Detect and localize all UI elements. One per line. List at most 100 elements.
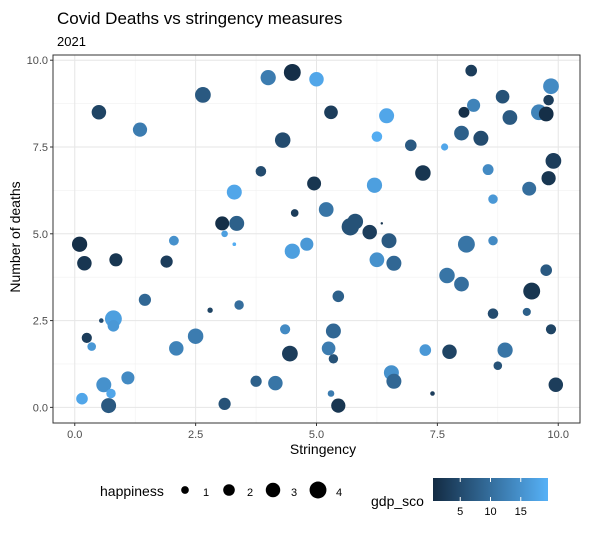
data-point [195,87,211,103]
data-point [522,181,537,196]
data-point [366,177,383,193]
data-point [282,345,298,362]
data-point [381,233,397,249]
data-point [232,242,237,247]
data-point [362,224,377,240]
data-point [328,354,339,364]
data-point [215,216,230,231]
size-legend-title: happiness [100,483,164,499]
data-point [502,110,518,125]
color-legend-title: gdp_sco [371,493,424,509]
data-point [467,98,481,112]
data-point [419,344,432,356]
size-legend-label: 1 [203,487,209,499]
data-point [405,139,417,152]
data-point [430,391,435,396]
data-point [138,293,152,306]
data-point [543,78,559,95]
data-point [107,320,120,332]
data-point [495,89,510,104]
data-point [96,377,112,393]
data-point [325,323,341,339]
data-point [234,300,244,310]
data-point [274,132,291,148]
y-tick-label: 10.0 [27,55,48,67]
y-tick-label: 0.0 [33,402,48,414]
data-point [540,264,552,277]
data-point [91,105,107,120]
data-point [331,398,346,413]
data-point [497,342,513,358]
data-point [522,307,531,316]
data-point [106,388,116,399]
data-point [284,243,300,259]
data-point [318,202,334,217]
data-point [543,94,554,106]
data-point [76,392,88,405]
data-point [523,282,541,300]
y-tick-label: 7.5 [33,142,48,154]
size-legend: happiness 1 2 3 4 [100,481,342,499]
y-tick-label: 2.5 [33,316,48,328]
color-legend-label: 5 [457,506,463,518]
x-axis: 0.0 2.5 5.0 7.5 10.0 [67,423,569,441]
data-point [454,276,469,292]
size-legend-key [223,484,235,496]
data-point [307,176,322,191]
data-point [324,105,338,120]
data-point [218,397,231,411]
data-point [415,165,431,181]
size-legend-label: 3 [291,487,297,499]
data-point [538,106,554,122]
data-point [457,235,475,253]
y-axis: 0.0 2.5 5.0 7.5 10.0 [27,55,53,414]
data-points [71,63,564,414]
data-point [109,253,123,267]
x-tick-label: 10.0 [548,429,569,441]
data-point [255,166,267,177]
data-point [99,318,104,323]
color-legend-bar [433,478,548,501]
data-point [327,390,335,397]
data-point [250,375,262,387]
data-point [260,69,276,86]
x-tick-label: 7.5 [430,429,445,441]
data-point [386,373,402,389]
data-point [309,72,324,87]
data-point [226,184,242,200]
data-point [187,328,204,344]
color-legend: gdp_sco 5 10 15 [371,478,548,518]
data-point [280,324,291,335]
data-point [380,222,384,225]
data-point [493,361,503,371]
data-point [545,324,557,335]
data-point [221,230,228,238]
y-axis-label: Number of deaths [7,181,23,292]
data-point [160,255,173,268]
data-point [454,125,469,141]
data-point [442,344,457,360]
x-axis-label: Stringency [290,441,356,457]
data-point [473,130,489,146]
data-point [169,341,184,356]
data-point [465,64,478,77]
data-point [548,377,564,393]
data-point [121,371,135,385]
data-point [300,237,314,251]
data-point [87,342,96,351]
data-point [545,153,562,169]
size-legend-label: 4 [336,487,342,499]
data-point [439,267,455,284]
major-gridlines [53,55,580,423]
data-point [441,143,449,151]
data-point [132,122,148,137]
data-point [488,194,498,204]
data-point [283,63,301,81]
chart-subtitle: 2021 [57,34,86,49]
data-point [101,398,117,414]
data-point [371,131,383,142]
x-tick-label: 0.0 [67,429,82,441]
